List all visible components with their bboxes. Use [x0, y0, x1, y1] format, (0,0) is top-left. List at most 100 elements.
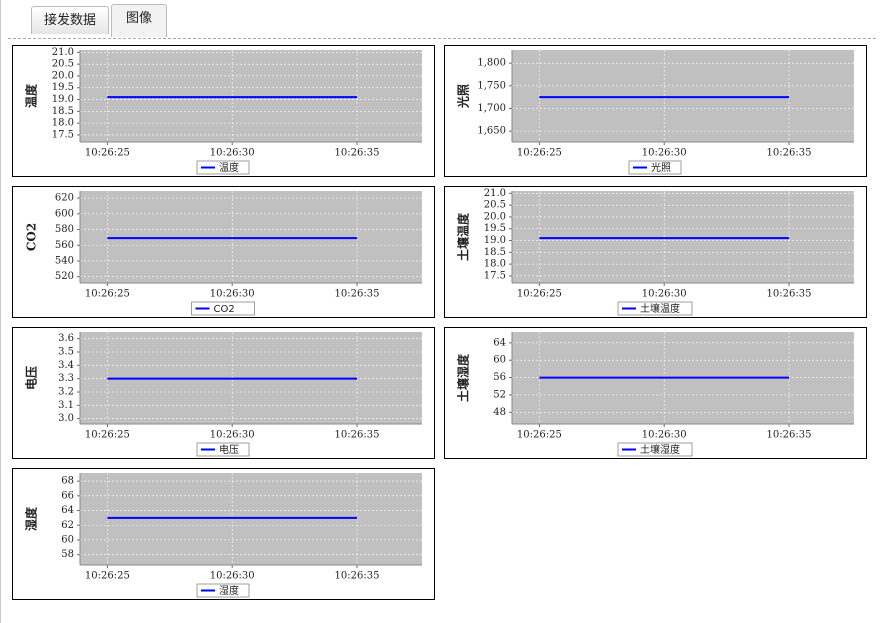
legend-label: 土壤湿度 [640, 443, 680, 456]
x-tick-label: 10:26:30 [642, 148, 687, 159]
y-tick-label: 19.0 [484, 235, 506, 246]
y-tick-label: 64 [61, 505, 74, 516]
x-tick-label: 10:26:35 [767, 430, 812, 441]
y-axis-label: CO2 [25, 223, 39, 251]
y-tick-label: 66 [61, 490, 74, 501]
y-tick-label: 520 [55, 271, 74, 282]
y-tick-label: 58 [61, 549, 74, 560]
x-tick-label: 10:26:30 [210, 571, 255, 582]
x-tick-label: 10:26:35 [335, 571, 380, 582]
y-tick-label: 540 [55, 255, 74, 266]
y-axis-label: 温度 [24, 83, 39, 108]
x-tick-label: 10:26:35 [335, 289, 380, 300]
y-tick-label: 56 [493, 372, 506, 383]
y-tick-label: 20.0 [52, 70, 74, 81]
y-tick-label: 19.0 [52, 94, 74, 105]
y-tick-label: 600 [55, 208, 74, 219]
legend-label: 湿度 [219, 584, 239, 597]
legend-box [191, 301, 255, 316]
chart-panel: 17.518.018.519.019.520.020.521.0 10:26:25… [12, 45, 435, 177]
x-tick-label: 10:26:30 [642, 289, 687, 300]
x-tick-label: 10:26:25 [85, 571, 130, 582]
y-tick-label: 18.0 [484, 259, 506, 270]
tab-active[interactable]: 图像 [111, 4, 167, 37]
legend-label: 温度 [219, 161, 239, 174]
x-tick-label: 10:26:30 [642, 430, 687, 441]
x-tick-label: 10:26:30 [210, 430, 255, 441]
y-tick-label: 3.3 [58, 373, 74, 384]
x-tick-label: 10:26:30 [210, 148, 255, 159]
y-tick-label: 48 [493, 407, 506, 418]
legend-box [617, 301, 693, 316]
legend-label: CO2 [214, 304, 235, 315]
legend-label: 光照 [651, 161, 671, 174]
y-tick-label: 52 [493, 389, 506, 400]
y-tick-label: 3.6 [58, 333, 74, 344]
y-tick-label: 20.5 [52, 59, 74, 70]
chart-panel: 1,650 1,700 1,750 1,800 10:26:25 10:26:30 10:2… [444, 45, 867, 177]
y-tick-label: 17.5 [52, 129, 74, 140]
y-tick-label: 3.4 [58, 360, 74, 371]
legend-box [628, 160, 682, 175]
plot-area [80, 50, 422, 142]
legend-label: 土壤温度 [640, 302, 680, 315]
y-tick-label: 3.2 [58, 387, 74, 398]
y-tick-label: 1,800 [477, 58, 506, 69]
tab[interactable]: 接发数据 [31, 6, 109, 34]
y-tick-label: 580 [55, 224, 74, 235]
plot-area [80, 473, 422, 565]
legend-box [196, 583, 250, 598]
legend-label: 电压 [219, 443, 239, 456]
legend-box [196, 160, 250, 175]
y-tick-label: 62 [61, 520, 74, 531]
plot-area [512, 50, 854, 142]
x-tick-label: 10:26:25 [85, 289, 130, 300]
chart-panel: 3.0 3.1 3.2 3.3 3.4 3.5 3.6 10:26:25 10:26:30 10:… [12, 327, 435, 459]
x-tick-label: 10:26:30 [210, 289, 255, 300]
y-tick-label: 18.5 [52, 106, 74, 117]
y-tick-label: 68 [61, 476, 74, 487]
y-tick-label: 19.5 [484, 223, 506, 234]
y-tick-label: 21.0 [52, 47, 74, 58]
x-tick-label: 10:26:35 [767, 289, 812, 300]
y-tick-label: 17.5 [484, 270, 506, 281]
y-tick-label: 60 [493, 355, 506, 366]
plot-area [80, 191, 422, 283]
x-tick-label: 10:26:35 [335, 430, 380, 441]
legend-box [196, 442, 250, 457]
y-tick-label: 19.5 [52, 82, 74, 93]
y-tick-label: 560 [55, 240, 74, 251]
y-tick-label: 20.0 [484, 211, 506, 222]
separator [8, 38, 876, 39]
chart-panel: 520 540 560 580 600 620 10:26:25 10:26:30 10:26:… [12, 186, 435, 318]
y-tick-label: 620 [55, 193, 74, 204]
x-tick-label: 10:26:35 [335, 148, 380, 159]
y-axis-label: 土壤温度 [456, 212, 471, 261]
plot-area [512, 191, 854, 283]
x-tick-label: 10:26:25 [517, 148, 562, 159]
legend-box [617, 442, 693, 457]
x-tick-label: 10:26:35 [767, 148, 812, 159]
y-tick-label: 21.0 [484, 188, 506, 199]
y-tick-label: 1,650 [477, 126, 506, 137]
y-tick-label: 3.1 [58, 400, 74, 411]
y-axis-label: 光照 [456, 84, 471, 109]
x-tick-label: 10:26:25 [85, 430, 130, 441]
x-tick-label: 10:26:25 [85, 148, 130, 159]
x-tick-label: 10:26:25 [517, 430, 562, 441]
left-border [0, 0, 1, 623]
chart-panel: 17.518.018.519.019.520.020.521.0 10:26:25… [444, 186, 867, 318]
y-axis-label: 电压 [24, 366, 39, 390]
y-tick-label: 20.5 [484, 200, 506, 211]
y-tick-label: 60 [61, 534, 74, 545]
y-tick-label: 18.5 [484, 247, 506, 258]
x-tick-label: 10:26:25 [517, 289, 562, 300]
y-axis-label: 土壤湿度 [456, 353, 471, 402]
y-tick-label: 1,750 [477, 80, 506, 91]
y-tick-label: 64 [493, 337, 506, 348]
y-tick-label: 3.0 [58, 413, 74, 424]
y-tick-label: 3.5 [58, 347, 74, 358]
